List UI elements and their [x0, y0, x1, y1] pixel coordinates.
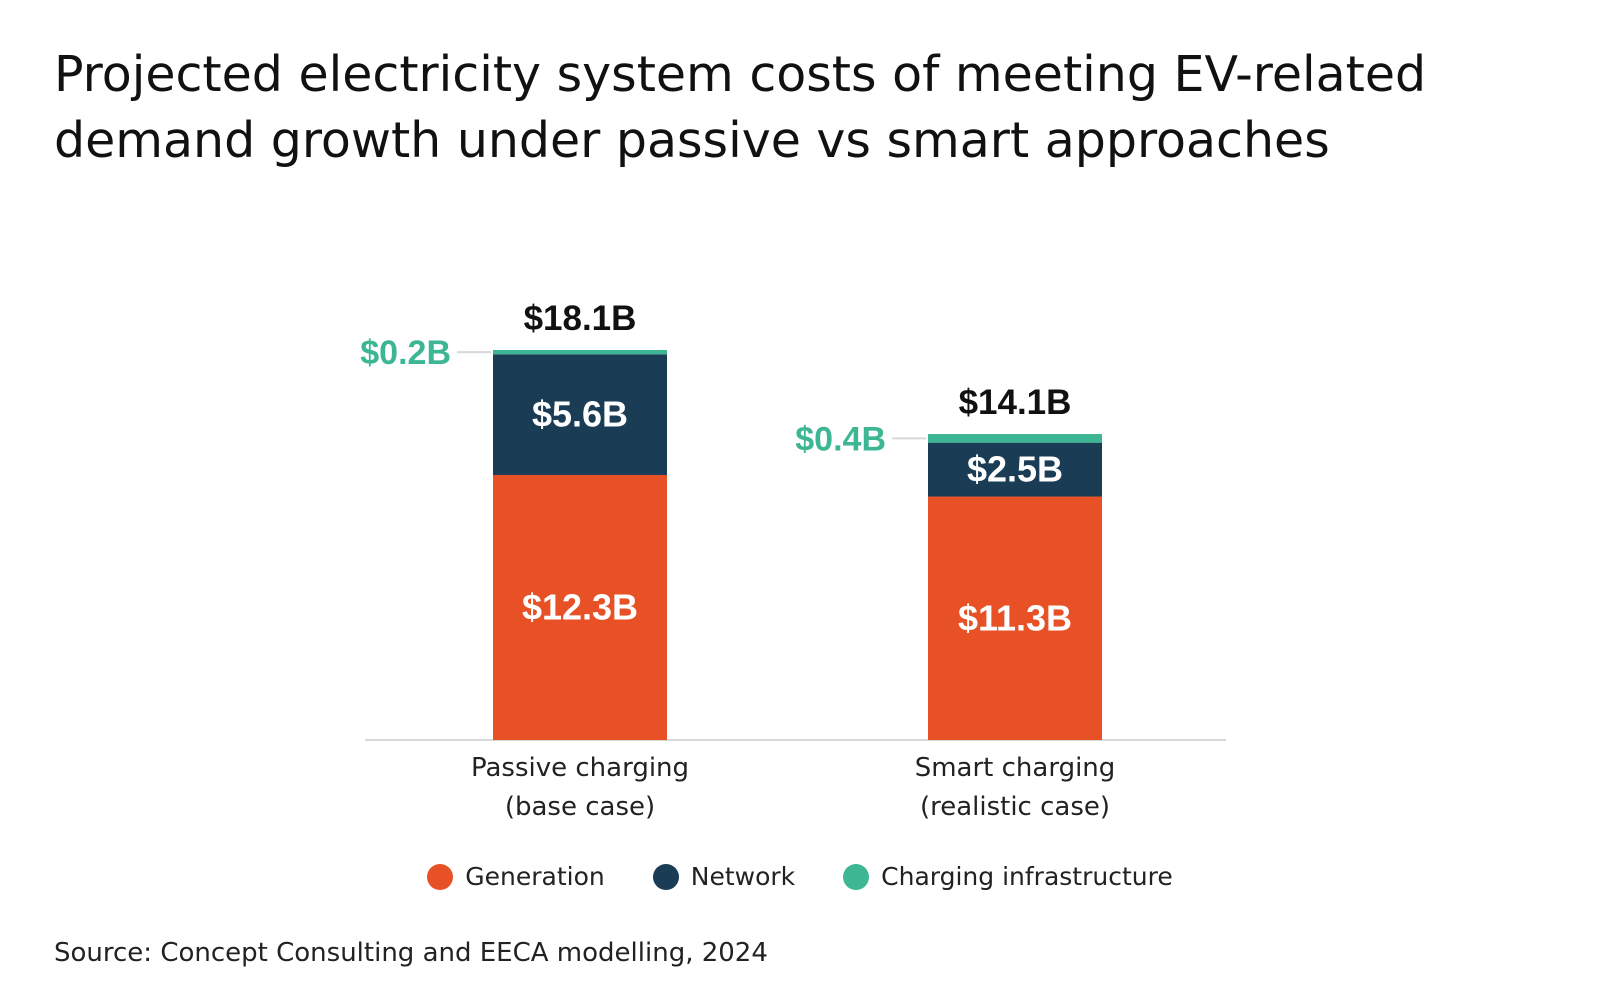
category-label-passive-line1: Passive charging — [471, 753, 689, 783]
legend: Generation Network Charging infrastructu… — [0, 862, 1600, 891]
legend-dot-generation — [427, 864, 453, 890]
value-label-charging-infrastructure-smart: $0.4B — [795, 420, 886, 458]
legend-label-generation: Generation — [465, 862, 604, 891]
bar-segment-charging-infrastructure-passive — [493, 350, 667, 354]
value-label-network-smart: $2.5B — [967, 449, 1063, 490]
category-label-smart-line1: Smart charging — [915, 753, 1116, 783]
value-label-generation-passive: $12.3B — [522, 586, 638, 627]
value-label-charging-infrastructure-passive: $0.2B — [360, 334, 451, 372]
category-label-smart-line2: (realistic case) — [920, 792, 1110, 822]
legend-label-charging-infrastructure: Charging infrastructure — [881, 862, 1173, 891]
legend-item-network: Network — [653, 862, 795, 891]
legend-item-charging-infrastructure: Charging infrastructure — [843, 862, 1173, 891]
legend-dot-network — [653, 864, 679, 890]
value-label-generation-smart: $11.3B — [958, 597, 1072, 638]
value-label-network-passive: $5.6B — [532, 394, 628, 435]
total-label-smart: $14.1B — [959, 383, 1072, 422]
source-note: Source: Concept Consulting and EECA mode… — [54, 938, 768, 968]
legend-dot-charging-infrastructure — [843, 864, 869, 890]
bar-segment-charging-infrastructure-smart — [928, 434, 1102, 443]
category-label-passive-line2: (base case) — [505, 792, 655, 822]
legend-label-network: Network — [691, 862, 795, 891]
stacked-bar-chart: $12.3B $5.6B $0.2B $18.1B Passive charging (b… — [0, 0, 1600, 1000]
legend-item-generation: Generation — [427, 862, 604, 891]
total-label-passive: $18.1B — [524, 299, 637, 338]
